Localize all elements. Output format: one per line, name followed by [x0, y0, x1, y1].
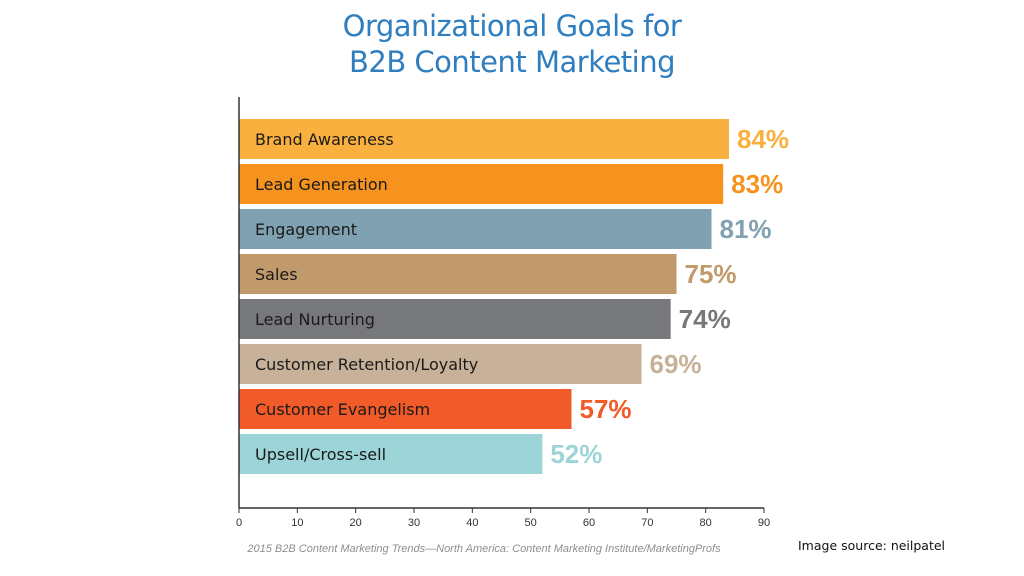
- value-label-1: 83%: [731, 169, 783, 199]
- value-label-6: 57%: [580, 394, 632, 424]
- x-tick-label-0: 0: [236, 517, 242, 529]
- source-note: 2015 B2B Content Marketing Trends—North …: [247, 543, 721, 555]
- bar-7: [239, 434, 543, 474]
- bar-4: [239, 299, 671, 339]
- x-tick-label-3: 30: [408, 517, 420, 529]
- value-label-3: 75%: [685, 259, 737, 289]
- bar-0: [239, 119, 729, 159]
- x-tick-label-5: 50: [525, 517, 537, 529]
- chart-title: Organizational Goals for B2B Content Mar…: [0, 8, 1024, 80]
- chart-title-line-1: Organizational Goals for: [342, 9, 682, 43]
- bar-label-0: Brand Awareness: [255, 130, 394, 149]
- x-tick-label-1: 10: [291, 517, 303, 529]
- bar-label-5: Customer Retention/Loyalty: [255, 355, 478, 374]
- x-tick-label-6: 60: [583, 517, 595, 529]
- value-label-4: 74%: [679, 304, 731, 334]
- x-tick-label-7: 70: [641, 517, 653, 529]
- bar-label-2: Engagement: [255, 220, 357, 239]
- image-credit: Image source: neilpatel: [798, 538, 946, 553]
- bar-label-4: Lead Nurturing: [255, 310, 375, 329]
- x-tick-label-2: 20: [350, 517, 362, 529]
- chart-title-line-2: B2B Content Marketing: [348, 45, 676, 79]
- value-label-5: 69%: [650, 349, 702, 379]
- value-label-0: 84%: [737, 124, 789, 154]
- bar-3: [239, 254, 677, 294]
- x-tick-label-4: 40: [466, 517, 478, 529]
- bar-1: [239, 164, 724, 204]
- x-tick-label-8: 80: [700, 517, 712, 529]
- bar-label-3: Sales: [255, 265, 298, 284]
- value-label-7: 52%: [550, 439, 602, 469]
- bar-5: [239, 344, 642, 384]
- bar-label-6: Customer Evangelism: [255, 400, 430, 419]
- bar-6: [239, 389, 572, 429]
- value-label-2: 81%: [720, 214, 772, 244]
- bar-label-1: Lead Generation: [255, 175, 388, 194]
- bar-label-7: Upsell/Cross-sell: [255, 445, 386, 464]
- bar-2: [239, 209, 712, 249]
- x-tick-label-9: 90: [758, 517, 770, 529]
